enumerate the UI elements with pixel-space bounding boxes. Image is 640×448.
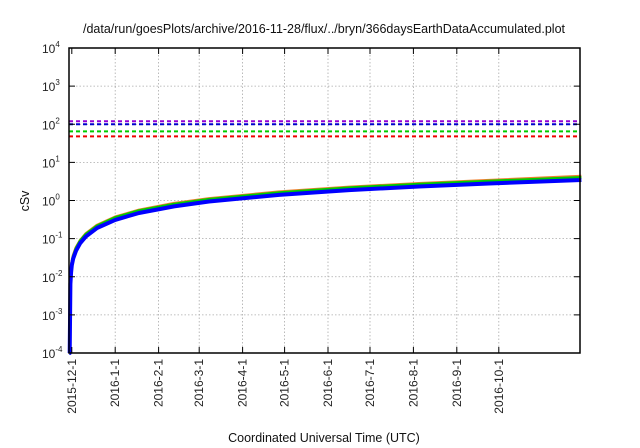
x-tick-label: 2016-6-1 — [321, 359, 335, 407]
x-axis-label: Coordinated Universal Time (UTC) — [228, 431, 420, 445]
x-tick-label: 2016-1-1 — [108, 359, 122, 407]
y-tick-exponent: 4 — [55, 40, 60, 49]
y-tick-exponent: -3 — [55, 307, 63, 316]
x-tick-label: 2016-4-1 — [236, 359, 250, 407]
y-tick-base: 10 — [42, 309, 56, 323]
series-group — [67, 174, 582, 355]
y-tick-exponent: 1 — [55, 154, 60, 163]
y-tick-label: 103 — [42, 78, 60, 94]
y-tick-exponent: -1 — [55, 231, 63, 240]
y-tick-base: 10 — [42, 118, 56, 132]
y-tick-base: 10 — [42, 233, 56, 247]
x-tick-label: 2016-7-1 — [363, 359, 377, 407]
grid — [69, 48, 580, 353]
y-tick-base: 10 — [42, 195, 56, 209]
y-tick-exponent: 0 — [55, 193, 60, 202]
y-tick-exponent: -2 — [55, 269, 63, 278]
y-tick-base: 10 — [42, 80, 56, 94]
y-tick-label: 10-2 — [42, 269, 63, 285]
x-tick-label: 2016-8-1 — [406, 359, 420, 407]
x-tick-label: 2016-5-1 — [278, 359, 292, 407]
x-tick-label: 2015-12-1 — [65, 359, 79, 414]
y-tick-label: 10-1 — [42, 231, 63, 247]
x-ticks: 2015-12-1 2016-1-1 2016-2-1 2016-3-1 2016-4-… — [65, 48, 506, 414]
y-tick-base: 10 — [42, 42, 56, 56]
series-line-green — [68, 176, 582, 355]
y-tick-label: 104 — [42, 40, 60, 56]
x-tick-label: 2016-2-1 — [152, 359, 166, 407]
x-tick-label: 2016-9-1 — [450, 359, 464, 407]
series-line-blue — [67, 178, 582, 355]
x-tick-label: 2016-10-1 — [492, 359, 506, 414]
series-line-orange — [68, 174, 582, 355]
y-tick-label: 10-4 — [42, 345, 63, 361]
chart-title: /data/run/goesPlots/archive/2016-11-28/f… — [83, 22, 566, 36]
y-tick-label: 102 — [42, 116, 60, 132]
y-tick-base: 10 — [42, 347, 56, 361]
y-tick-exponent: 3 — [55, 78, 60, 87]
y-tick-base: 10 — [42, 156, 56, 170]
y-tick-exponent: -4 — [55, 345, 63, 354]
y-axis-label: cSv — [18, 190, 32, 212]
y-tick-label: 101 — [42, 154, 60, 170]
y-tick-label: 100 — [42, 193, 60, 209]
y-tick-label: 10-3 — [42, 307, 63, 323]
y-tick-exponent: 2 — [55, 116, 60, 125]
y-tick-base: 10 — [42, 271, 56, 285]
x-tick-label: 2016-3-1 — [192, 359, 206, 407]
reference-lines — [69, 120, 580, 138]
